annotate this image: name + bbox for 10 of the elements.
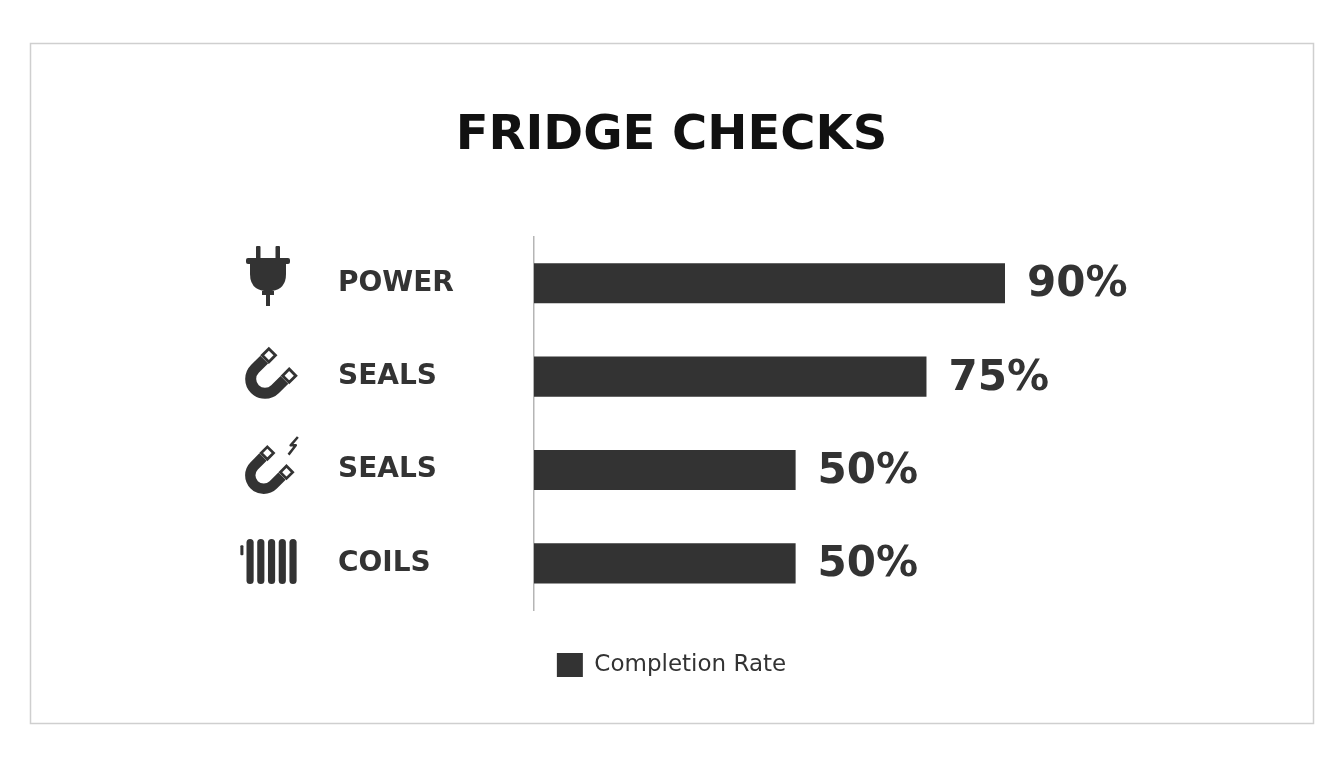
data-label: 50% [817,443,919,493]
y-tick-label: SEALS [338,357,437,391]
data-label: 90% [1027,257,1128,307]
y-tick-label: SEALS [338,451,437,485]
chart-title: FRIDGE CHECKS [455,104,888,161]
y-tick-label: COILS [338,544,431,578]
y-tick-label: POWER [338,264,454,298]
data-label: 75% [948,350,1050,400]
legend-label: Completion Rate [594,649,787,676]
data-label: 50% [817,537,919,587]
